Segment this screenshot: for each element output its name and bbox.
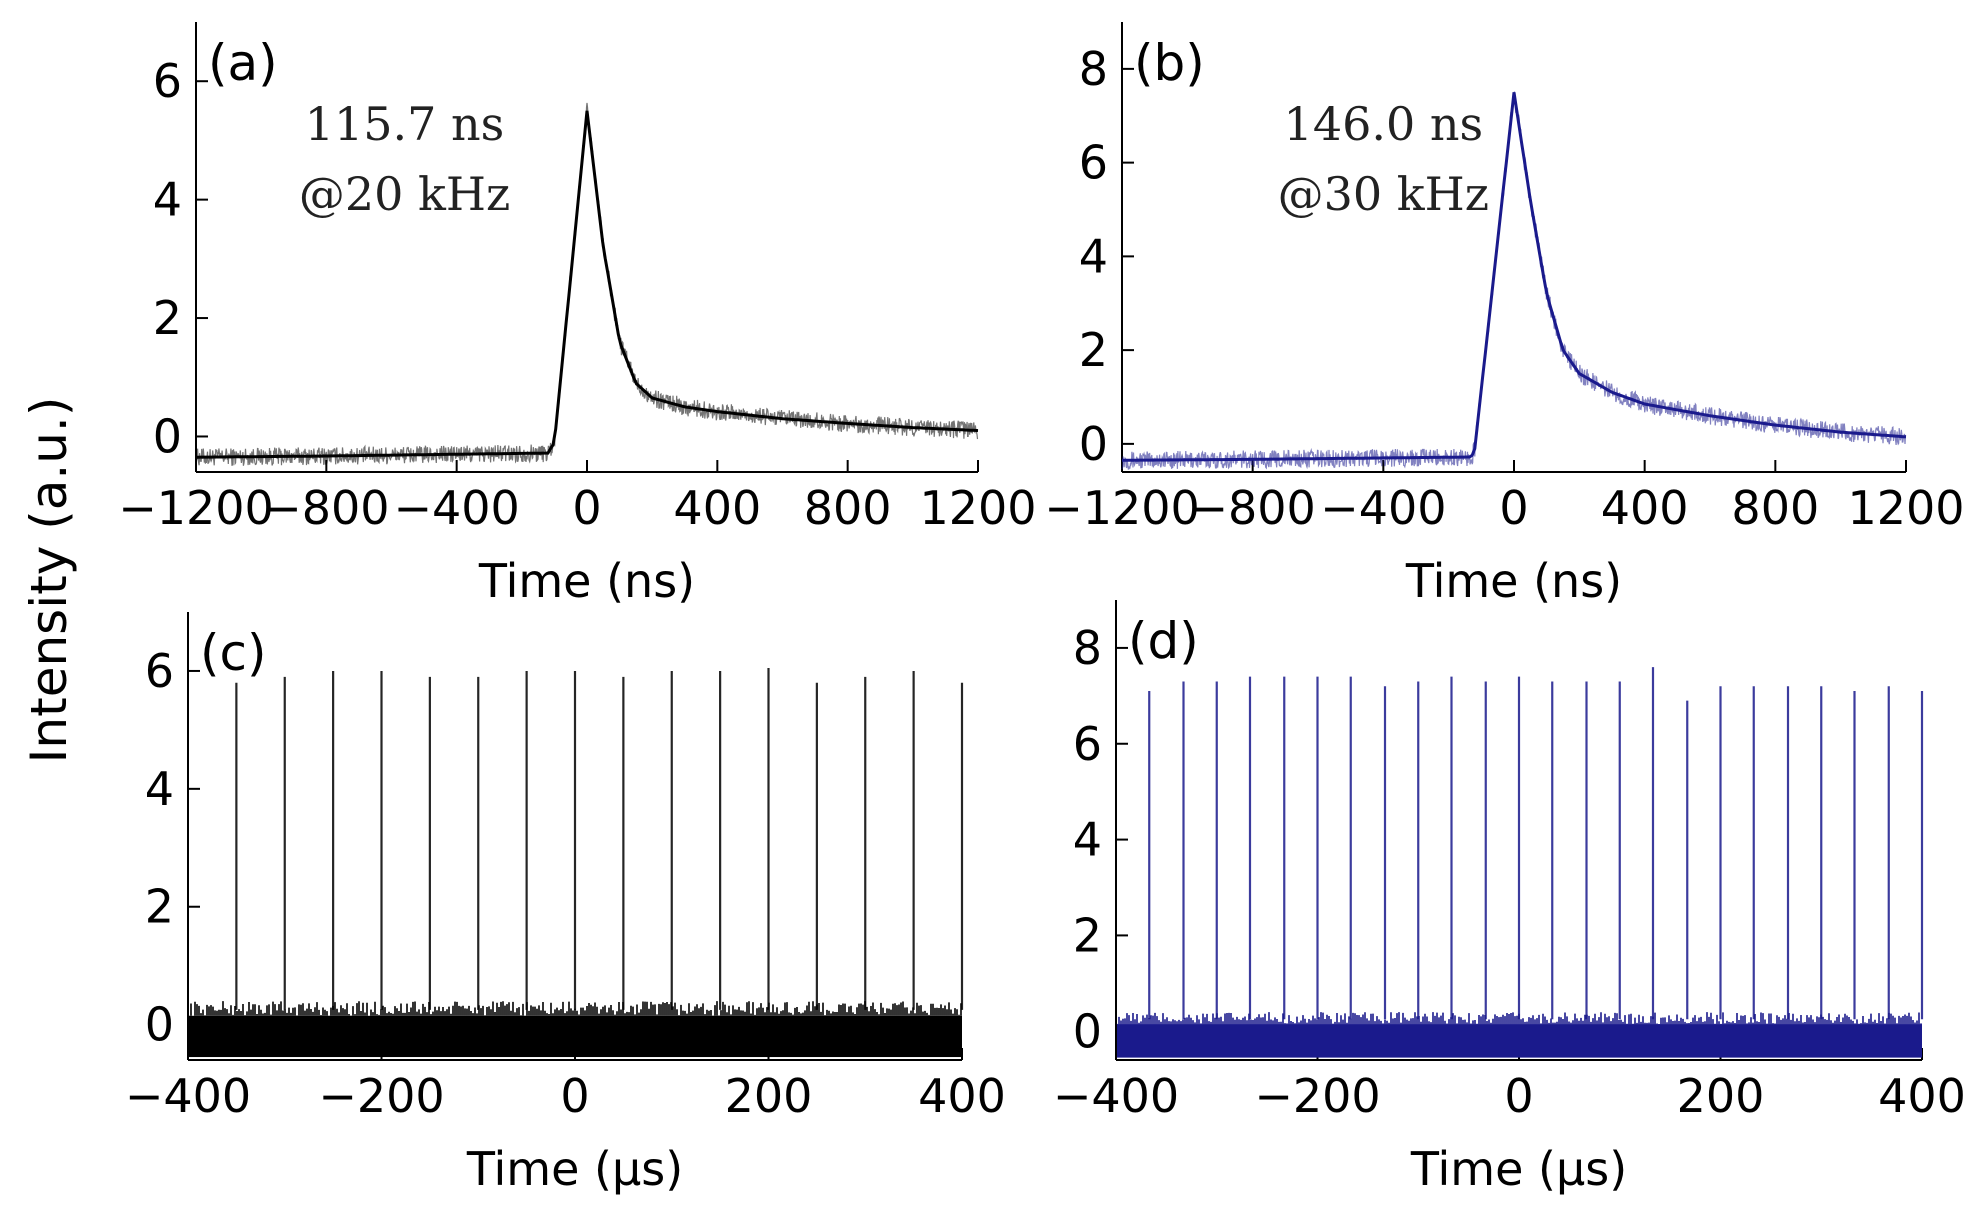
annotation-line: @30 kHz [1278,167,1489,221]
x-tick-label: 200 [1677,1069,1765,1123]
y-tick-label: 6 [145,644,174,698]
x-tick-label: 400 [1601,481,1689,535]
x-tick-label: −400 [393,481,519,535]
y-tick-label: 4 [153,173,182,227]
x-tick-label: −1200 [118,481,274,535]
baseline-noise-band [189,1015,962,1058]
x-axis-title: Time (μs) [466,1142,683,1196]
baseline-noise-spikes [1116,1012,1922,1025]
y-tick-label: 4 [145,762,174,816]
x-tick-label: 0 [1504,1069,1533,1123]
y-tick-label: 2 [1073,908,1102,962]
y-tick-label: 6 [1079,136,1108,190]
pulse-trace [196,110,979,459]
x-tick-label: 1200 [919,481,1036,535]
x-tick-label: 0 [572,481,601,535]
y-tick-label: 4 [1079,229,1108,283]
y-tick-label: 2 [1079,323,1108,377]
y-tick-label: 2 [153,291,182,345]
shared-y-axis-label: Intensity (a.u.) [20,397,78,764]
panel-label: (d) [1128,612,1199,670]
panel-label: (c) [200,624,267,682]
x-tick-label: 400 [673,481,761,535]
y-tick-label: 0 [145,998,174,1052]
pulse-noise-trace [1121,91,1907,470]
x-tick-label: 400 [918,1069,1006,1123]
x-tick-label: −400 [1053,1069,1179,1123]
baseline-noise-band [1117,1024,1922,1058]
panel-c: −400 −200 0 200 400 0 2 4 6 Time (μs) (c) [125,612,1006,1196]
annotation-line: 146.0 ns [1284,97,1484,151]
x-tick-label: −800 [1189,481,1315,535]
pulse-noise-trace [195,102,979,467]
x-axis-title: Time (μs) [1410,1142,1627,1196]
annotation-line: @20 kHz [299,167,510,221]
x-tick-label: 800 [1731,481,1819,535]
y-tick-label: 0 [1079,417,1108,471]
panel-b: −1200−800 −400 0 400 800 1200 0 2 4 6 8 Time (ns) (b… [1044,22,1965,608]
x-tick-label: 800 [804,481,892,535]
x-tick-label: −200 [318,1069,444,1123]
x-axis-title: Time (ns) [478,554,695,608]
y-tick-label: 2 [145,880,174,934]
y-tick-label: 4 [1073,813,1102,867]
x-tick-label: 1200 [1847,481,1964,535]
y-tick-label: 6 [1073,717,1102,771]
y-tick-label: 0 [1073,1004,1102,1058]
y-tick-label: 8 [1073,621,1102,675]
y-tick-label: 8 [1079,42,1108,96]
y-tick-label: 0 [153,409,182,463]
y-tick-label: 6 [153,54,182,108]
x-tick-label: −200 [1254,1069,1380,1123]
baseline-noise-spikes [188,1001,962,1016]
annotation-line: 115.7 ns [305,97,505,151]
x-tick-label: 400 [1878,1069,1966,1123]
x-tick-label: 0 [1499,481,1528,535]
x-tick-label: −400 [1320,481,1446,535]
x-tick-label: −1200 [1044,481,1200,535]
panel-a: −1200−800 −400 0 400 800 1200 0 2 4 6 Time (ns) (a)… [118,22,1037,608]
x-tick-label: 200 [725,1069,813,1123]
panel-label: (a) [208,34,278,92]
pulse-trace [1122,92,1907,462]
panel-d: −400 −200 0 200 400 0 2 4 6 8 Time (μs) (d) [1053,600,1966,1196]
x-axis-title: Time (ns) [1405,554,1622,608]
panel-label: (b) [1134,34,1205,92]
x-tick-label: −800 [263,481,389,535]
x-tick-label: −400 [125,1069,251,1123]
x-tick-label: 0 [560,1069,589,1123]
